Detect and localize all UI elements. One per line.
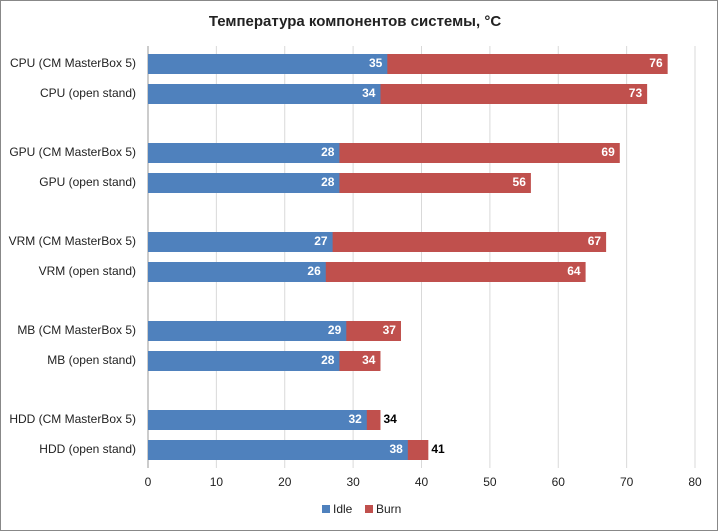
bar bbox=[148, 143, 340, 163]
data-label: 34 bbox=[362, 353, 376, 367]
bar bbox=[148, 262, 326, 282]
data-label: 73 bbox=[629, 86, 643, 100]
legend-label: Idle bbox=[333, 502, 353, 516]
x-tick-label: 10 bbox=[210, 475, 224, 489]
y-tick-label: VRM (CM MasterBox 5) bbox=[9, 234, 136, 248]
x-tick-label: 60 bbox=[552, 475, 566, 489]
bar bbox=[148, 173, 340, 193]
data-label: 41 bbox=[431, 442, 445, 456]
x-tick-label: 20 bbox=[278, 475, 292, 489]
bar bbox=[148, 351, 340, 371]
data-label: 27 bbox=[314, 234, 328, 248]
data-label: 56 bbox=[513, 175, 527, 189]
x-tick-label: 0 bbox=[145, 475, 152, 489]
bar bbox=[148, 440, 408, 460]
y-tick-label: MB (CM MasterBox 5) bbox=[17, 323, 136, 337]
data-label: 37 bbox=[383, 323, 397, 337]
x-tick-label: 50 bbox=[483, 475, 497, 489]
y-tick-label: CPU (open stand) bbox=[40, 86, 136, 100]
data-label: 28 bbox=[321, 175, 335, 189]
data-label: 38 bbox=[389, 442, 403, 456]
x-tick-label: 80 bbox=[688, 475, 702, 489]
data-label: 32 bbox=[348, 412, 362, 426]
bar bbox=[148, 410, 367, 430]
data-label: 29 bbox=[328, 323, 342, 337]
bar bbox=[148, 232, 333, 252]
legend-swatch bbox=[365, 505, 373, 513]
data-label: 34 bbox=[383, 412, 397, 426]
data-label: 34 bbox=[362, 86, 376, 100]
bar bbox=[148, 321, 347, 341]
legend-swatch bbox=[322, 505, 330, 513]
y-tick-label: CPU (CM MasterBox 5) bbox=[10, 56, 136, 70]
data-label: 64 bbox=[567, 264, 581, 278]
data-label: 28 bbox=[321, 145, 335, 159]
bar bbox=[148, 84, 381, 104]
x-tick-label: 70 bbox=[620, 475, 634, 489]
legend-label: Burn bbox=[376, 502, 401, 516]
data-label: 69 bbox=[601, 145, 615, 159]
y-tick-label: GPU (CM MasterBox 5) bbox=[9, 145, 136, 159]
y-tick-label: HDD (open stand) bbox=[39, 442, 136, 456]
y-tick-label: GPU (open stand) bbox=[39, 175, 136, 189]
data-label: 28 bbox=[321, 353, 335, 367]
chart-title: Температура компонентов системы, °С bbox=[209, 13, 501, 30]
y-tick-label: MB (open stand) bbox=[47, 353, 136, 367]
data-label: 67 bbox=[588, 234, 602, 248]
y-tick-label: VRM (open stand) bbox=[39, 264, 136, 278]
y-tick-label: HDD (CM MasterBox 5) bbox=[9, 412, 136, 426]
data-label: 35 bbox=[369, 56, 383, 70]
x-tick-label: 40 bbox=[415, 475, 429, 489]
data-label: 26 bbox=[307, 264, 321, 278]
data-label: 76 bbox=[649, 56, 663, 70]
bar bbox=[148, 54, 388, 74]
x-tick-label: 30 bbox=[346, 475, 360, 489]
